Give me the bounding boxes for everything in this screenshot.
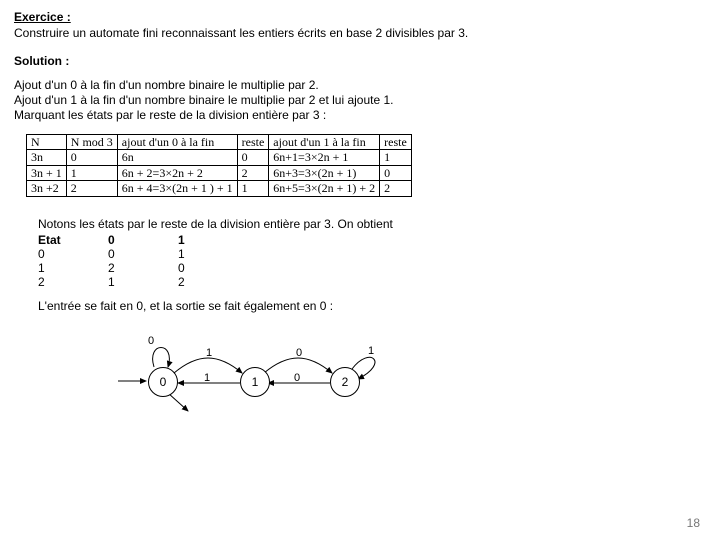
table-row: 1 2 0 — [38, 261, 706, 275]
solution-label: Solution : — [14, 54, 706, 68]
table-header-row: Etat 0 1 — [38, 233, 706, 247]
transition-table: Etat 0 1 0 0 1 1 2 0 2 1 2 — [38, 233, 706, 289]
page-number: 18 — [687, 516, 700, 530]
th: ajout d'un 0 à la fin — [117, 135, 237, 150]
note-text: Notons les états par le reste de la divi… — [38, 217, 398, 231]
th: ajout d'un 1 à la fin — [269, 135, 380, 150]
explanation-block: Ajout d'un 0 à la fin d'un nombre binair… — [14, 78, 706, 122]
table-row: 3n +2 2 6n + 4=3×(2n + 1 ) + 1 1 6n+5=3×… — [27, 181, 412, 196]
edge-label-2to1: 0 — [294, 372, 300, 384]
edge-label-1to2: 0 — [296, 347, 302, 359]
th: reste — [237, 135, 269, 150]
explain-line: Marquant les états par le reste de la di… — [14, 108, 706, 122]
state-2: 2 — [330, 367, 360, 397]
table-row: 3n + 1 1 6n + 2=3×2n + 2 2 6n+3=3×(2n + … — [27, 165, 412, 180]
section-2: Notons les états par le reste de la divi… — [38, 217, 706, 413]
table-row: 3n 0 6n 0 6n+1=3×2n + 1 1 — [27, 150, 412, 165]
table-row: 0 0 1 — [38, 247, 706, 261]
mod3-table: N N mod 3 ajout d'un 0 à la fin reste aj… — [26, 134, 412, 197]
edge-label-loop2: 1 — [368, 345, 374, 357]
th: reste — [380, 135, 412, 150]
exercise-title: Exercice : — [14, 10, 706, 24]
th: N — [27, 135, 67, 150]
problem-statement: Construire un automate fini reconnaissan… — [14, 26, 706, 40]
state-1: 1 — [240, 367, 270, 397]
edge-label-1to0: 1 — [204, 372, 210, 384]
entry-exit-text: L'entrée se fait en 0, et la sortie se f… — [38, 299, 706, 313]
table-row: 2 1 2 — [38, 275, 706, 289]
automaton-diagram: 0 1 2 0 1 1 0 0 1 — [118, 323, 418, 413]
table-header-row: N N mod 3 ajout d'un 0 à la fin reste aj… — [27, 135, 412, 150]
explain-line: Ajout d'un 1 à la fin d'un nombre binair… — [14, 93, 706, 107]
edge-label-0to1: 1 — [206, 347, 212, 359]
edge-label-loop0: 0 — [148, 335, 154, 347]
state-0: 0 — [148, 367, 178, 397]
explain-line: Ajout d'un 0 à la fin d'un nombre binair… — [14, 78, 706, 92]
th: N mod 3 — [66, 135, 117, 150]
